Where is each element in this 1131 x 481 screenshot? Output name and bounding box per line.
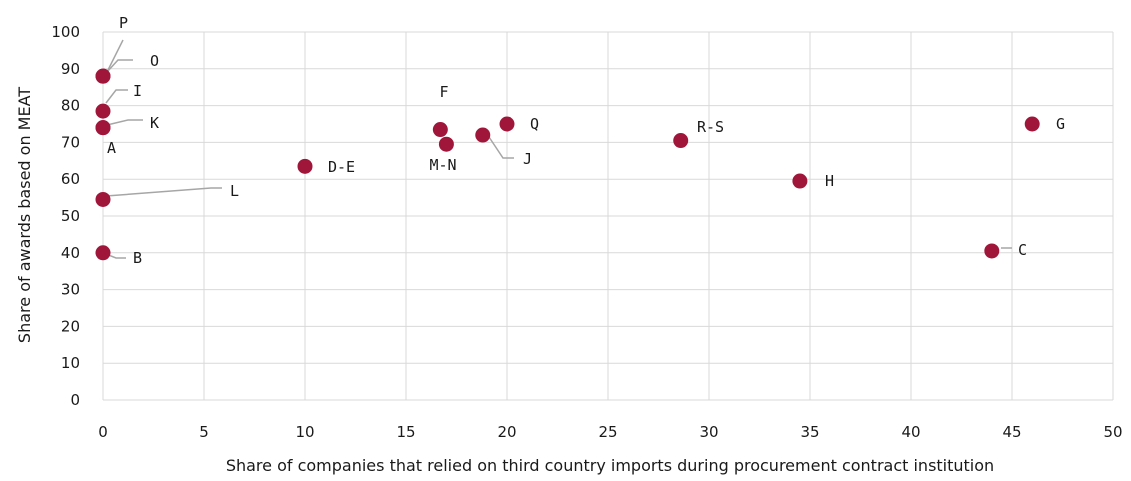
point-label-q: Q — [530, 115, 539, 133]
point-label-f: F — [439, 83, 448, 101]
point-label-g: G — [1056, 115, 1065, 133]
data-point-m-n — [438, 136, 454, 152]
point-label-p: P — [119, 14, 128, 32]
x-tick-label: 15 — [396, 423, 415, 441]
y-tick-label: 90 — [61, 60, 80, 78]
point-label-k: K — [150, 114, 159, 132]
leader-line-l — [105, 187, 222, 197]
data-point-i — [95, 103, 111, 119]
point-label-c: C — [1018, 241, 1027, 259]
leader-line-k — [106, 119, 143, 126]
x-tick-label: 30 — [699, 423, 718, 441]
leader-line-p — [106, 39, 124, 73]
x-axis-title: Share of companies that relied on third … — [226, 456, 994, 475]
y-tick-label: 10 — [61, 354, 80, 372]
grid — [102, 31, 1114, 401]
point-label-j: J — [523, 150, 532, 168]
x-tick-label: 25 — [598, 423, 617, 441]
point-label-i: I — [133, 82, 142, 100]
data-point-r-s — [673, 133, 689, 149]
data-point-g — [1024, 116, 1040, 132]
y-tick-label: 80 — [61, 97, 80, 115]
data-points — [95, 68, 1040, 261]
x-tick-label: 20 — [497, 423, 516, 441]
point-label-h: H — [825, 172, 834, 190]
leader-line-o — [106, 59, 133, 73]
data-point-o — [95, 68, 111, 84]
y-tick-label: 50 — [61, 207, 80, 225]
data-point-a — [95, 120, 111, 136]
point-label-o: O — [150, 52, 159, 70]
x-tick-label: 5 — [199, 423, 209, 441]
y-tick-label: 100 — [51, 23, 80, 41]
y-tick-label: 40 — [61, 244, 80, 262]
y-axis-ticks: 0 10 20 30 40 50 60 70 80 90 100 — [51, 23, 80, 409]
point-label-d-e: D-E — [328, 158, 355, 176]
point-label-r-s: R-S — [697, 118, 724, 136]
x-tick-label: 40 — [901, 423, 920, 441]
x-tick-label: 50 — [1103, 423, 1122, 441]
y-tick-label: 30 — [61, 281, 80, 299]
y-axis-title: Share of awards based on MEAT — [15, 87, 34, 343]
x-tick-label: 10 — [295, 423, 314, 441]
y-tick-label: 20 — [61, 317, 80, 335]
data-point-f — [432, 122, 448, 138]
data-point-q — [499, 116, 515, 132]
leader-line-j — [486, 133, 514, 159]
point-label-b: B — [133, 249, 142, 267]
data-point-j — [475, 127, 491, 143]
point-label-l: L — [230, 182, 239, 200]
data-point-c — [984, 243, 1000, 259]
point-labels: P OIK A L B D-E F M-N JQ R-S H C G — [107, 14, 1065, 267]
x-axis-ticks: 0 5 10 15 20 25 30 35 40 45 50 — [98, 423, 1122, 441]
y-tick-label: 70 — [61, 133, 80, 151]
leader-line-i — [105, 89, 128, 104]
x-tick-label: 45 — [1002, 423, 1021, 441]
leader-lines — [105, 39, 1012, 259]
point-label-m-n: M-N — [429, 156, 456, 174]
point-label-a: A — [107, 139, 116, 157]
data-point-d-e — [297, 158, 313, 174]
x-tick-label: 0 — [98, 423, 108, 441]
x-tick-label: 35 — [800, 423, 819, 441]
data-point-l — [95, 191, 111, 207]
y-tick-label: 0 — [70, 391, 80, 409]
data-point-b — [95, 245, 111, 261]
data-point-h — [792, 173, 808, 189]
y-tick-label: 60 — [61, 170, 80, 188]
